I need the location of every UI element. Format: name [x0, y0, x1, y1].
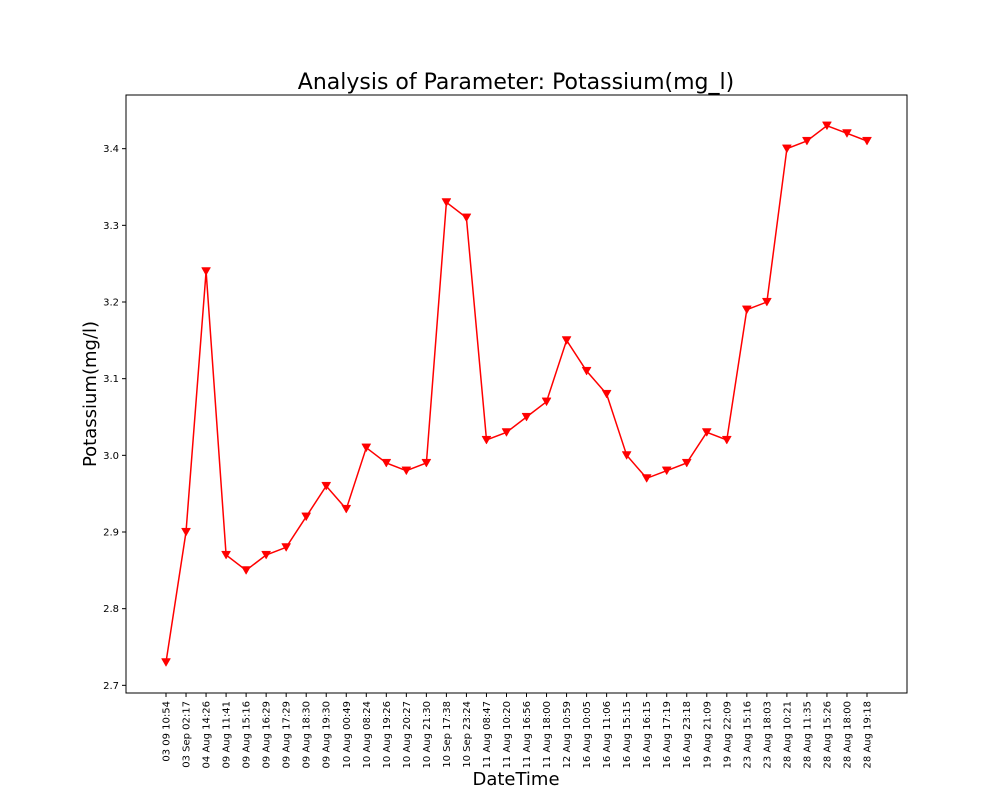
chart-title: Analysis of Parameter: Potassium(mg_l) [298, 70, 734, 95]
x-tick-label: 09 Aug 19:30 [322, 701, 333, 768]
x-tick-label: 03 09 10:54 [162, 701, 173, 762]
y-axis: 2.7 2.8 2.9 3.0 3.1 3.2 3.3 3.4 [103, 144, 126, 692]
x-tick-label: 10 Sep 23:24 [462, 701, 473, 768]
x-tick-label: 10 Sep 17:38 [442, 701, 453, 768]
data-point [741, 305, 752, 315]
data-point [341, 504, 352, 514]
plot-area [125, 94, 908, 694]
data-point [842, 129, 852, 138]
y-tick-label: 2.8 [103, 604, 119, 615]
x-tick-label: 19 Aug 21:09 [702, 701, 713, 768]
x-tick-label: 23 Aug 18:03 [762, 701, 773, 768]
data-point [421, 458, 432, 468]
x-tick-label: 11 Aug 16:56 [522, 701, 533, 768]
x-tick-label: 11 Aug 18:00 [542, 701, 553, 768]
x-tick-label: 09 Aug 15:16 [242, 701, 253, 768]
data-point [581, 366, 592, 376]
x-tick-label: 28 Aug 15:26 [822, 701, 833, 768]
x-tick-label: 28 Aug 10:21 [782, 701, 793, 768]
x-tick-label: 03 Sep 02:17 [182, 701, 193, 768]
data-point [661, 466, 672, 476]
x-tick-label: 12 Aug 10:59 [562, 701, 573, 768]
data-point [641, 474, 652, 483]
y-tick-label: 3.4 [103, 144, 119, 155]
data-point [521, 412, 532, 422]
x-tick-label: 10 Aug 19:26 [382, 701, 393, 768]
x-tick-label: 09 Aug 17:29 [282, 701, 293, 768]
y-tick-label: 3.2 [103, 298, 119, 309]
x-tick-label: 28 Aug 19:18 [863, 701, 874, 768]
x-tick-label: 16 Aug 10:05 [582, 701, 593, 768]
data-point [241, 566, 252, 575]
x-tick-label: 16 Aug 15:15 [622, 701, 633, 768]
data-point [822, 121, 832, 131]
x-tick-label: 11 Aug 10:20 [502, 701, 513, 768]
data-point [601, 389, 612, 399]
series-markers [161, 121, 872, 667]
x-tick-label: 23 Aug 15:16 [742, 701, 753, 768]
data-point [321, 481, 332, 491]
data-point [441, 198, 452, 207]
x-tick-label: 16 Aug 17:19 [662, 701, 673, 768]
data-point [381, 458, 392, 468]
data-point [461, 213, 472, 223]
data-point [621, 451, 632, 460]
data-point [221, 550, 232, 560]
data-point [541, 397, 552, 407]
data-point [862, 136, 872, 146]
data-point [301, 512, 312, 522]
data-point [261, 550, 272, 560]
data-point [401, 466, 412, 476]
data-point [721, 435, 732, 445]
x-tick-label: 10 Aug 08:24 [362, 701, 373, 768]
x-axis: 03 09 10:54 03 Sep 02:17 04 Aug 14:26 09 Au… [162, 693, 874, 768]
data-point [361, 443, 372, 453]
data-point [781, 144, 792, 154]
y-tick-label: 2.7 [103, 681, 119, 692]
x-tick-label: 28 Aug 11:35 [802, 701, 813, 768]
y-tick-label: 3.0 [103, 451, 119, 462]
x-tick-label: 10 Aug 20:27 [402, 701, 413, 768]
data-point [161, 658, 171, 667]
data-point [281, 543, 292, 552]
x-tick-label: 10 Aug 21:30 [422, 701, 433, 768]
data-point [181, 527, 191, 537]
data-point [681, 458, 692, 468]
data-point [561, 336, 572, 345]
data-point [801, 136, 812, 146]
data-point [501, 428, 512, 437]
y-axis-title: Potassium(mg/l) [80, 321, 101, 467]
x-tick-label: 28 Aug 18:00 [842, 701, 853, 768]
x-tick-label: 19 Aug 22:09 [722, 701, 733, 768]
x-axis-title: DateTime [472, 769, 559, 790]
data-point [201, 267, 211, 276]
x-tick-label: 09 Aug 18:30 [302, 701, 313, 768]
x-tick-label: 11 Aug 08:47 [482, 701, 493, 768]
y-tick-label: 3.1 [103, 374, 119, 385]
x-tick-label: 09 Aug 11:41 [222, 701, 233, 768]
x-tick-label: 04 Aug 14:26 [202, 701, 213, 768]
y-tick-label: 2.9 [103, 528, 119, 539]
y-tick-label: 3.3 [103, 221, 119, 232]
x-tick-label: 16 Aug 16:15 [642, 701, 653, 768]
data-point [481, 435, 492, 445]
data-point [761, 297, 772, 307]
x-tick-label: 16 Aug 23:18 [682, 701, 693, 768]
series-line [165, 124, 868, 663]
x-tick-label: 09 Aug 16:29 [262, 701, 273, 768]
data-point [701, 428, 712, 437]
x-tick-label: 10 Aug 00:49 [342, 701, 353, 768]
x-tick-label: 16 Aug 11:06 [602, 701, 613, 768]
